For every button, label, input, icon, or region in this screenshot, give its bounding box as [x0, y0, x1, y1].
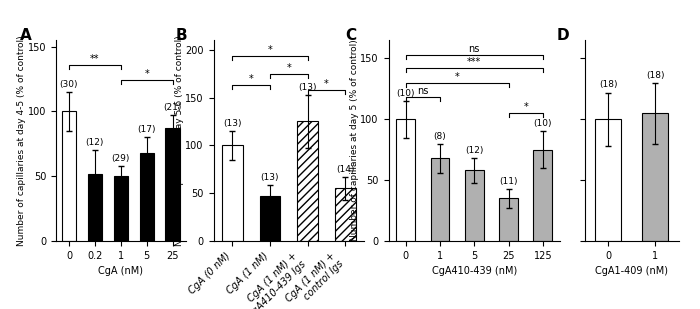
Text: *: *: [524, 102, 528, 112]
Bar: [165, 128, 180, 241]
Text: ***: ***: [467, 57, 482, 67]
Text: B: B: [176, 28, 188, 43]
Bar: [113, 176, 128, 241]
Text: (29): (29): [111, 154, 130, 163]
Text: (17): (17): [137, 125, 156, 134]
Bar: [62, 112, 76, 241]
Text: (12): (12): [465, 146, 484, 155]
Text: (10): (10): [396, 89, 415, 98]
Bar: [430, 158, 449, 241]
Text: A: A: [20, 28, 32, 43]
Text: (8): (8): [433, 132, 447, 141]
Bar: [643, 113, 668, 241]
Text: (14): (14): [336, 165, 354, 174]
Text: (30): (30): [60, 80, 78, 89]
Text: *: *: [286, 63, 291, 73]
Bar: [533, 150, 552, 241]
Bar: [298, 121, 318, 241]
Text: **: **: [90, 54, 99, 64]
Text: (11): (11): [499, 177, 518, 186]
Bar: [396, 119, 415, 241]
Text: *: *: [267, 45, 272, 55]
Bar: [139, 153, 154, 241]
X-axis label: CgA1-409 (nM): CgA1-409 (nM): [595, 266, 668, 276]
Text: D: D: [556, 28, 569, 43]
Text: C: C: [346, 28, 357, 43]
Y-axis label: Number of capillaries at day 5-6 (% of control): Number of capillaries at day 5-6 (% of c…: [175, 35, 184, 246]
Text: ns: ns: [468, 44, 480, 54]
Bar: [88, 174, 102, 241]
Text: *: *: [248, 74, 253, 84]
Text: *: *: [144, 69, 149, 79]
Text: (18): (18): [646, 71, 664, 80]
Text: (18): (18): [599, 81, 617, 90]
Bar: [260, 196, 280, 241]
Text: (13): (13): [223, 119, 242, 128]
Y-axis label: Number of capillaries at day 4-5 (% of control): Number of capillaries at day 4-5 (% of c…: [18, 35, 27, 246]
Bar: [465, 171, 484, 241]
Bar: [499, 198, 518, 241]
Text: (21): (21): [163, 103, 182, 112]
Text: (10): (10): [533, 120, 552, 129]
Bar: [595, 119, 621, 241]
Text: (13): (13): [260, 173, 279, 182]
Y-axis label: Number of capillaries at day 5 (% of control): Number of capillaries at day 5 (% of con…: [350, 40, 359, 241]
Text: *: *: [324, 79, 329, 89]
Bar: [222, 145, 243, 241]
Text: (13): (13): [298, 83, 317, 92]
Text: *: *: [455, 72, 459, 82]
X-axis label: CgA410-439 (nM): CgA410-439 (nM): [432, 266, 517, 276]
Text: ns: ns: [417, 87, 428, 96]
Text: (12): (12): [85, 138, 104, 147]
Bar: [335, 188, 356, 241]
X-axis label: CgA (nM): CgA (nM): [98, 266, 144, 276]
